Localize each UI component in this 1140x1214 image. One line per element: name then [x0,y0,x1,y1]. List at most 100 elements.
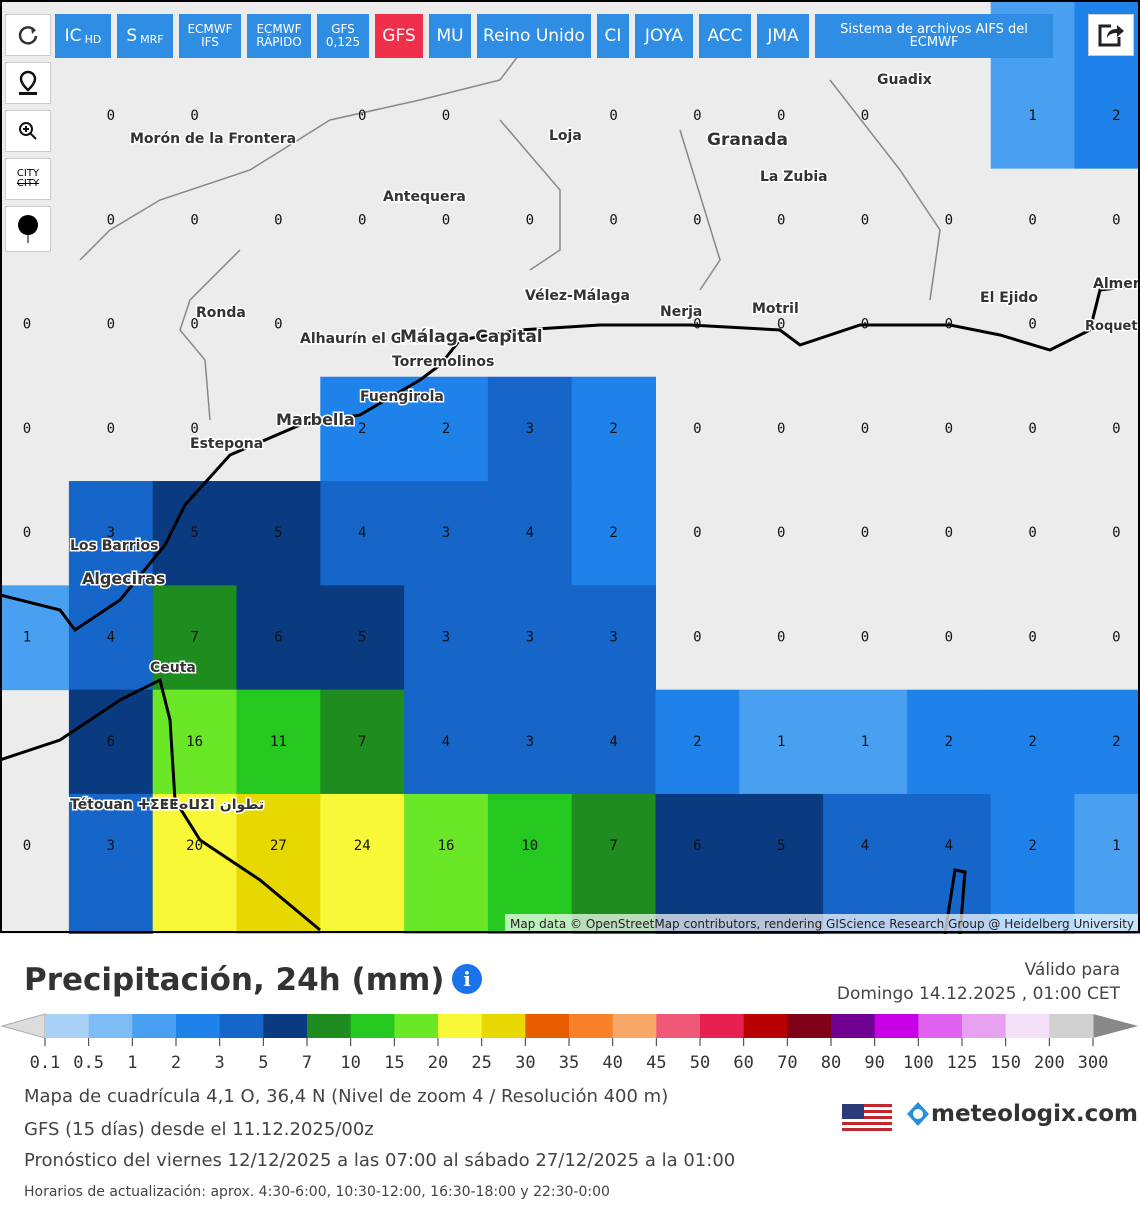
button-row: JOYA [645,27,683,45]
legend-tick-label: 5 [258,1053,268,1073]
legend-swatch [88,1014,133,1038]
precip-value: 0 [777,317,785,333]
precip-value: 5 [190,525,198,541]
legend-swatch [787,1014,832,1038]
legend: 0.1 0.5 1 2 3 5 7 10 15 20 25 30 35 40 45 50 60 70 80 90 100… [0,1013,1138,1073]
precip-value: 0 [945,421,953,437]
legend-tick-label: 15 [384,1053,404,1073]
precip-value: 0 [107,212,115,228]
precip-cell [68,481,154,586]
precip-value: 4 [442,734,450,750]
city-label: CITY [16,178,40,189]
legend-swatch [612,1014,657,1038]
toolbar-button[interactable]: JOYA [635,14,693,58]
precip-value: 0 [609,108,617,124]
precip-value: 0 [1112,212,1120,228]
precip-value: 2 [1028,838,1036,854]
precip-cell [823,689,908,795]
precip-value: 3 [107,525,115,541]
place-label: Torremolinos [392,354,494,370]
precip-value: 1 [1112,838,1120,854]
toolbar-button[interactable]: GFS 0,125 [317,14,369,58]
precip-value: 0 [861,630,869,646]
precip-cell [739,793,824,934]
button-row: S MRF [126,27,163,45]
info-line: Horarios de actualización: aprox. 4:30-6… [24,1184,610,1200]
legend-tick-label: 200 [1034,1053,1065,1073]
legend-tick-label: 30 [515,1053,535,1073]
place-label: Nerja [660,304,702,320]
legend-swatch [656,1014,701,1038]
legend-swatch [1005,1014,1050,1038]
precip-value: 0 [945,212,953,228]
precip-cell [236,585,321,691]
share-button[interactable] [1088,14,1134,56]
refresh-button[interactable] [5,14,51,56]
toolbar-button[interactable]: ECMWF RÁPIDO [247,14,311,58]
legend-tick-label: 150 [990,1053,1021,1073]
toolbar-button[interactable]: CI [597,14,629,58]
precip-value: 4 [358,525,366,541]
legend-tick-label: 0.5 [73,1053,104,1073]
city-toggle[interactable]: CITY CITY [5,158,51,200]
place-label: Vélez-Málaga [525,288,630,304]
precip-cell [571,689,656,795]
precip-value: 0 [777,212,785,228]
precip-cell [487,689,573,795]
legend-tick-label: 35 [559,1053,579,1073]
marker-button[interactable] [5,206,51,252]
precip-cell [152,793,237,934]
precip-cell [404,585,489,691]
precip-value: 10 [521,838,538,854]
precip-cell [1074,689,1140,795]
precip-value: 4 [107,630,115,646]
precip-value: 0 [1028,421,1036,437]
place-label: Alhaurín el Grande [300,331,448,347]
place-label: Los Barrios [70,538,158,554]
toolbar-button[interactable]: ECMWF IFS [179,14,241,58]
legend-swatch [700,1014,745,1038]
place-label: Loja [549,128,582,144]
precip-cell [487,376,573,482]
toolbar-button[interactable]: Reino Unido [477,14,591,58]
zoom-button[interactable] [5,110,51,152]
precip-value: 0 [190,317,198,333]
button-row: ACC [707,27,742,45]
precip-cell [1074,793,1140,934]
precip-value: 0 [945,317,953,333]
toolbar-button[interactable]: Sistema de archivos AIFS del ECMWF [815,14,1053,58]
brand-icon [907,1102,929,1126]
button-label: MU [436,25,464,46]
precip-value: 4 [945,838,953,854]
precip-value: 2 [358,421,366,437]
brand[interactable]: meteologix.com [905,1100,1138,1128]
precip-value: 0 [23,317,31,333]
precip-value: 0 [777,421,785,437]
toolbar-button[interactable]: ACC [699,14,751,58]
place-label: Marbella [276,410,355,429]
place-label: Ceuta [150,660,196,676]
place-label: Estepona [190,436,263,452]
precip-value: 7 [190,630,198,646]
precip-cell [320,793,405,934]
legend-swatch [263,1014,308,1038]
precip-cell [571,585,656,691]
map[interactable]: Guadix Morón de la Frontera Loja Granada… [0,0,1140,934]
precip-cell [906,689,992,795]
precip-cell [68,585,154,691]
legend-tick-label: 80 [821,1053,841,1073]
place-label: Tétouan ⵜⵉⵟⵟⴰⵡⵉⵏ تطوان [70,797,264,813]
info-button[interactable]: i [452,964,482,994]
location-button[interactable] [5,62,51,104]
toolbar-button[interactable]: IC HD [55,14,111,58]
toolbar-button[interactable]: S MRF [117,14,173,58]
precip-value: 16 [438,838,455,854]
legend-swatch [176,1014,221,1038]
precip-cell [571,376,656,482]
legend-swatch [569,1014,614,1038]
toolbar-button[interactable]: MU [429,14,471,58]
precip-value: 3 [526,734,534,750]
precip-cell [571,793,656,934]
toolbar-button[interactable]: JMA [757,14,809,58]
toolbar-button[interactable]: GFS [375,14,423,58]
